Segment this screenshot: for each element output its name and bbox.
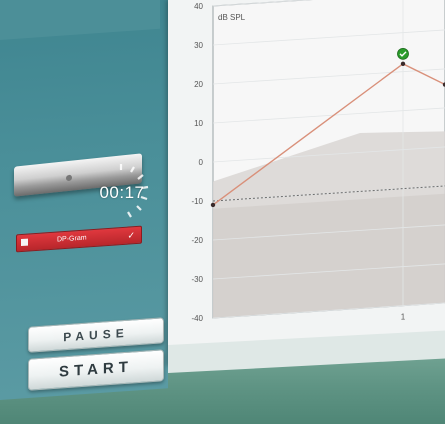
badge-label: DP-Gram — [57, 234, 87, 244]
grid-line — [212, 0, 312, 7]
grid-line — [212, 146, 445, 163]
y-tick-label: -10 — [191, 197, 203, 206]
y-tick-label: -20 — [191, 236, 203, 245]
grid-line — [212, 107, 445, 124]
noise-floor-line — [212, 185, 445, 202]
grid-line — [212, 29, 445, 46]
grid-line — [212, 263, 445, 280]
y-tick-label: 0 — [199, 158, 204, 167]
y-tick-label: -30 — [191, 275, 203, 284]
y-tick-label: 20 — [194, 80, 203, 89]
y-tick-label: 10 — [194, 119, 203, 128]
timer-ring-icon — [119, 164, 149, 218]
dp-chart[interactable]: 40 30 20 10 0 -10 -20 -30 -40 dB SPL 1 — [170, 0, 445, 340]
timer-display: 00:17 — [99, 183, 145, 202]
data-point — [400, 61, 406, 67]
data-point — [210, 202, 216, 208]
y-tick-label: 40 — [194, 2, 203, 11]
data-point — [442, 82, 445, 87]
grid-line — [212, 224, 445, 241]
y-tick-label: -40 — [191, 314, 203, 323]
badge-checkbox[interactable] — [21, 238, 28, 247]
grid-line — [212, 302, 445, 319]
y-tick-label: 30 — [194, 41, 203, 50]
check-icon: ✓ — [127, 230, 135, 241]
y-axis-label: dB SPL — [218, 13, 246, 22]
x-tick-label: 1 — [401, 313, 406, 322]
check-mark-icon — [399, 51, 407, 57]
sidebar-header — [0, 0, 160, 40]
noise-floor-band — [213, 193, 445, 318]
accepted-marker-icon — [397, 47, 409, 60]
device-led-icon — [66, 174, 72, 182]
grid-line — [212, 68, 445, 85]
